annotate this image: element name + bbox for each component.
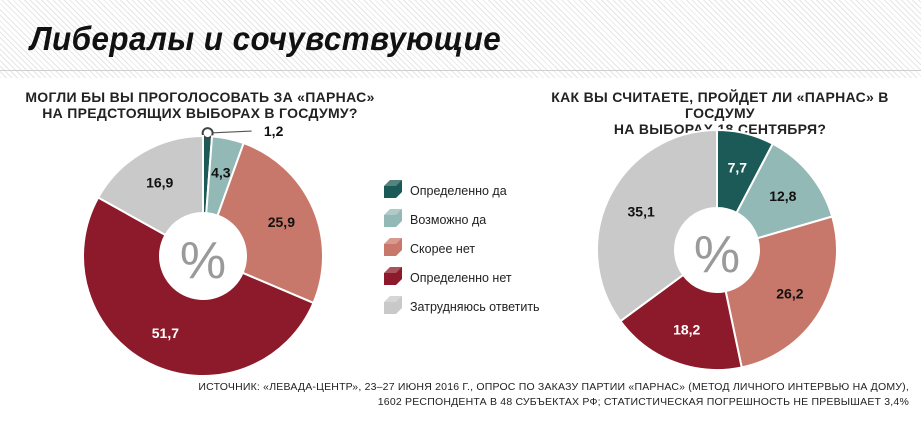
chart-1-center-percent-symbol: % bbox=[180, 232, 226, 290]
legend-label: Возможно да bbox=[410, 213, 487, 227]
chart-2-slice-4 bbox=[618, 273, 743, 371]
chart-1-callout-line bbox=[207, 130, 252, 134]
legend-swatch-icon bbox=[384, 209, 402, 227]
chart-1-callout-marker bbox=[201, 127, 214, 140]
chart-2-slice-3 bbox=[724, 215, 838, 369]
legend-label: Определенно да bbox=[410, 184, 507, 198]
chart-1-slice-4 bbox=[82, 196, 315, 377]
source-note: ИСТОЧНИК: «ЛЕВАДА-ЦЕНТР», 23–27 ИЮНЯ 201… bbox=[149, 380, 909, 410]
chart-1-question: МОГЛИ БЫ ВЫ ПРОГОЛОСОВАТЬ ЗА «ПАРНАС» НА… bbox=[20, 89, 380, 121]
chart-2-data-label-2: 12,8 bbox=[769, 188, 796, 204]
chart-1-data-label-2: 4,3 bbox=[211, 164, 231, 180]
header-hatch-background bbox=[0, 0, 921, 78]
chart-2-question: КАК ВЫ СЧИТАЕТЕ, ПРОЙДЕТ ЛИ «ПАРНАС» В Г… bbox=[520, 89, 920, 137]
legend-swatch-icon bbox=[384, 238, 402, 256]
source-line-1: ИСТОЧНИК: «ЛЕВАДА-ЦЕНТР», 23–27 ИЮНЯ 201… bbox=[198, 381, 909, 393]
legend-swatch-icon bbox=[384, 180, 402, 198]
chart-2-data-label-4: 18,2 bbox=[673, 321, 700, 337]
legend-swatch-icon bbox=[384, 296, 402, 314]
legend-label: Скорее нет bbox=[410, 242, 476, 256]
chart-2-center-percent-symbol: % bbox=[694, 226, 740, 284]
donut-chart-2: 7,7 12,8 26,2 18,2 35,1% bbox=[596, 128, 838, 371]
chart-2-question-line-2: НА ВЫБОРАХ 18 СЕНТЯБРЯ? bbox=[613, 121, 827, 137]
legend-item: Определенно нет bbox=[384, 267, 584, 296]
chart-2-question-line-1: КАК ВЫ СЧИТАЕТЕ, ПРОЙДЕТ ЛИ «ПАРНАС» В Г… bbox=[551, 89, 889, 121]
legend-swatch-icon bbox=[384, 267, 402, 285]
chart-2-data-label-3: 26,2 bbox=[776, 286, 803, 302]
legend-item: Возможно да bbox=[384, 209, 584, 238]
page-title: Либералы и сочувствующие bbox=[30, 20, 502, 57]
chart-1-data-label-4: 51,7 bbox=[152, 325, 179, 341]
chart-1-question-line-2: НА ПРЕДСТОЯЩИХ ВЫБОРАХ В ГОСДУМУ? bbox=[42, 105, 358, 121]
chart-1-question-line-1: МОГЛИ БЫ ВЫ ПРОГОЛОСОВАТЬ ЗА «ПАРНАС» bbox=[25, 89, 375, 105]
source-line-2: 1602 РЕСПОНДЕНТА В 48 СУБЪЕКТАХ РФ; СТАТ… bbox=[377, 396, 909, 408]
legend-item: Затрудняюсь ответить bbox=[384, 296, 584, 325]
legend-item: Определенно да bbox=[384, 180, 584, 209]
chart-1-data-label-1: 1,2 bbox=[264, 123, 284, 139]
donut-chart-1: 1,2 4,3 25,9 51,7 16,9% bbox=[82, 123, 324, 377]
legend: Определенно да Возможно да Скорее нет Оп… bbox=[384, 180, 584, 325]
chart-1-slice-5 bbox=[96, 134, 204, 237]
legend-item: Скорее нет bbox=[384, 238, 584, 267]
chart-2-slice-5 bbox=[596, 128, 718, 323]
header-divider bbox=[0, 70, 921, 71]
chart-1-slice-3 bbox=[216, 141, 324, 305]
legend-label: Затрудняюсь ответить bbox=[410, 300, 540, 314]
chart-2-data-label-1: 7,7 bbox=[728, 159, 748, 175]
chart-2-data-label-5: 35,1 bbox=[628, 204, 655, 220]
chart-1-data-label-3: 25,9 bbox=[268, 214, 295, 230]
legend-label: Определенно нет bbox=[410, 271, 512, 285]
chart-1-data-label-5: 16,9 bbox=[146, 174, 173, 190]
